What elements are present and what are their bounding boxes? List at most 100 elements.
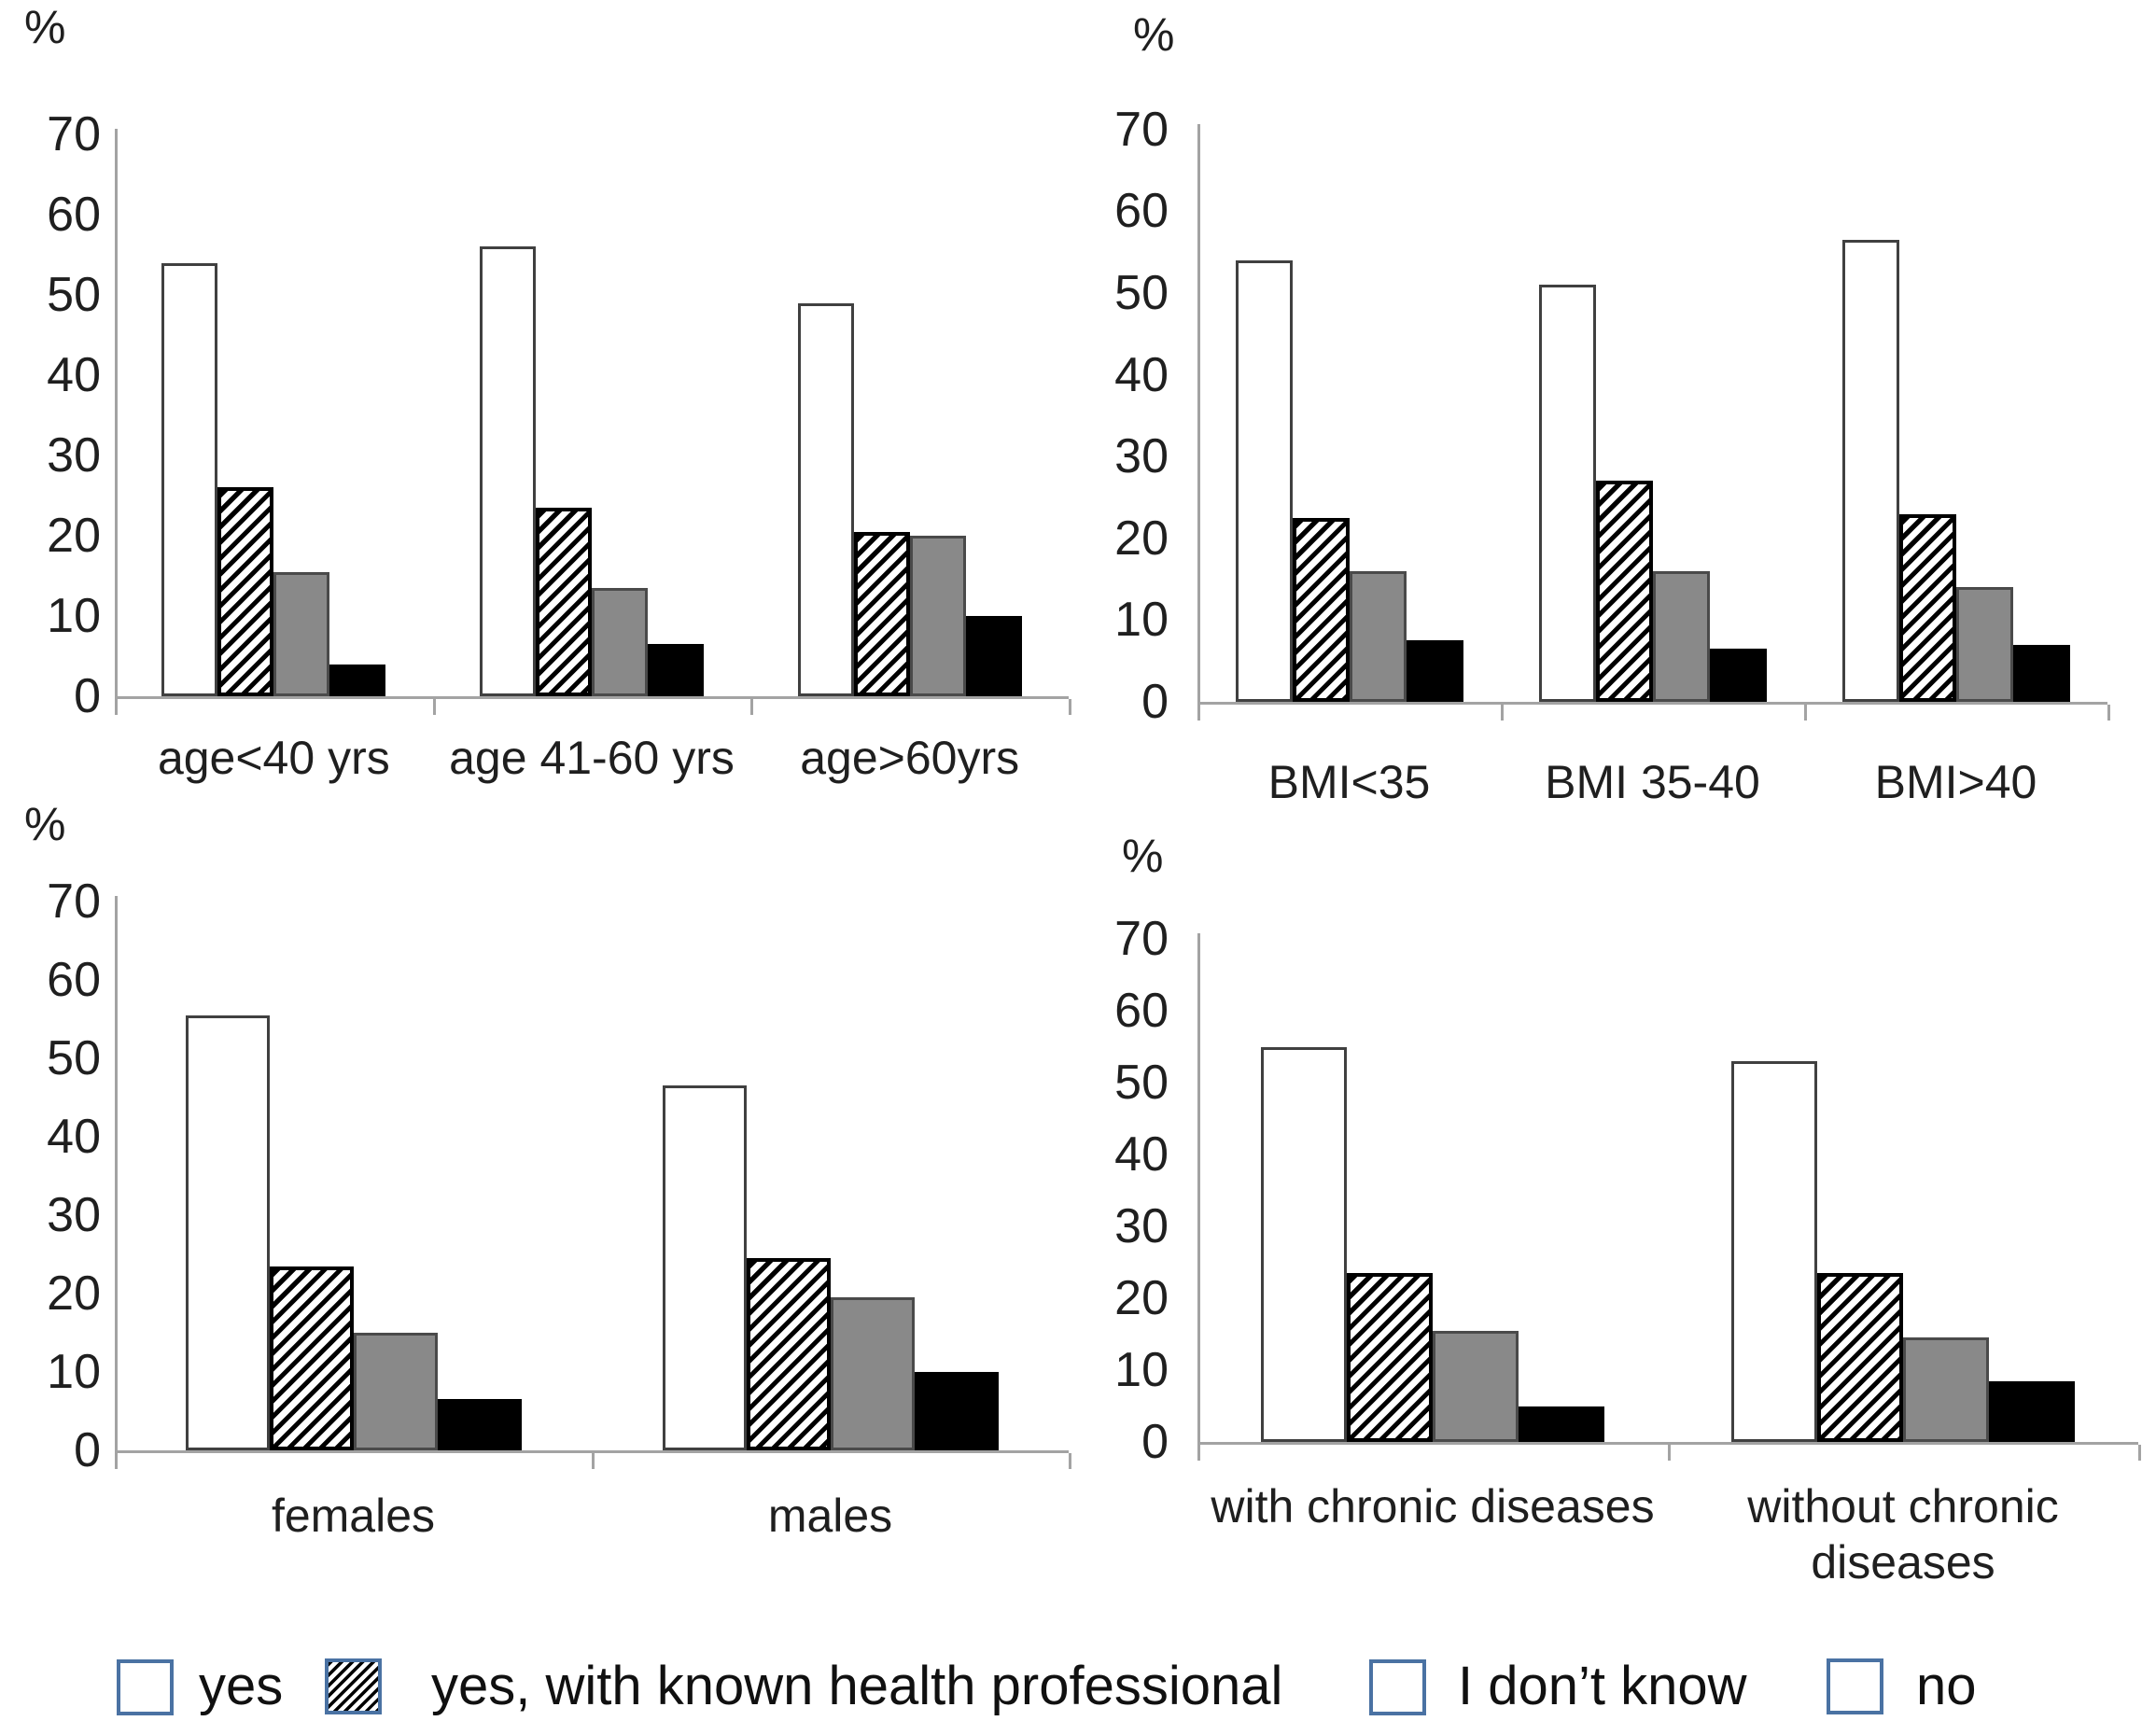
bar-yes-with-known-health-professional	[1898, 513, 1956, 702]
x-axis-line	[115, 696, 1069, 699]
bar-yes	[662, 1085, 747, 1450]
y-axis-line	[1197, 123, 1200, 717]
x-axis-tick	[1501, 705, 1504, 721]
y-tick-label: 40	[47, 1110, 101, 1164]
x-axis-tick	[592, 1453, 595, 1469]
bar-i-dont-know	[1652, 570, 1710, 702]
y-tick-label: 60	[47, 188, 101, 242]
x-axis-line	[115, 1450, 1069, 1453]
x-axis-tick	[115, 1453, 118, 1469]
bar-no	[1519, 1406, 1604, 1442]
bar-i-dont-know	[592, 587, 648, 696]
x-axis-tick	[1069, 699, 1071, 715]
bar-yes-with-known-health-professional	[536, 507, 592, 696]
y-tick-label: 60	[47, 953, 101, 1007]
y-tick-label: 40	[1114, 347, 1169, 402]
y-tick-label: 70	[1114, 912, 1169, 966]
x-axis-line	[1197, 702, 2107, 705]
y-tick-label: 40	[1114, 1127, 1169, 1182]
x-axis-tick	[1197, 1445, 1200, 1461]
x-axis-tick	[1668, 1445, 1671, 1461]
x-axis-tick	[115, 699, 118, 715]
bar-no	[648, 644, 704, 696]
legend-swatch-yes-known-professional	[325, 1658, 382, 1714]
y-tick-label: 50	[1114, 1056, 1169, 1110]
y-tick-label: 20	[47, 1266, 101, 1321]
bar-i-dont-know	[353, 1333, 438, 1450]
x-axis-tick	[1069, 1453, 1071, 1469]
y-tick-label: 20	[47, 509, 101, 563]
bar-yes	[1841, 240, 1899, 702]
legend-swatch-yes	[117, 1659, 174, 1715]
bar-yes	[797, 302, 854, 696]
y-tick-label: 60	[1114, 984, 1169, 1038]
bar-yes-with-known-health-professional	[746, 1258, 831, 1450]
y-tick-label: 70	[47, 874, 101, 929]
y-tick-label: 30	[1114, 429, 1169, 484]
bar-yes-with-known-health-professional	[217, 487, 274, 696]
bar-yes-with-known-health-professional	[1595, 481, 1653, 702]
bar-i-dont-know	[273, 571, 330, 696]
bar-i-dont-know	[1955, 587, 2013, 702]
bar-i-dont-know	[1349, 570, 1407, 702]
bar-yes	[1235, 259, 1293, 702]
bar-yes-with-known-health-professional	[853, 531, 910, 696]
bar-no	[329, 664, 386, 696]
category-label: without chronic diseases	[1747, 1480, 2059, 1588]
category-label: age<40 yrs	[157, 732, 390, 784]
category-label: females	[271, 1490, 436, 1542]
y-tick-label: 10	[47, 1345, 101, 1399]
y-tick-label: 0	[74, 669, 101, 723]
y-tick-label: 40	[47, 348, 101, 402]
y-tick-label: 70	[1114, 102, 1169, 157]
x-axis-tick	[1804, 705, 1807, 721]
x-axis-tick	[1197, 705, 1200, 721]
legend-swatch-no	[1827, 1658, 1883, 1714]
category-label: BMI<35	[1267, 756, 1431, 808]
y-tick-label: 50	[1114, 266, 1169, 320]
x-axis-tick	[432, 699, 436, 715]
y-tick-label: 50	[47, 268, 101, 322]
bar-yes-with-known-health-professional	[1292, 517, 1350, 702]
bar-no	[2012, 644, 2070, 702]
x-axis-tick	[750, 699, 754, 715]
y-tick-label: 0	[1141, 675, 1169, 729]
bar-no	[1406, 640, 1463, 702]
y-axis-unit-label: %	[1122, 830, 1164, 882]
y-tick-label: 30	[1114, 1199, 1169, 1253]
category-label: age 41-60 yrs	[449, 732, 735, 784]
y-tick-label: 30	[47, 428, 101, 483]
y-axis-unit-label: %	[1133, 8, 1175, 61]
bar-i-dont-know	[909, 536, 966, 696]
y-tick-label: 0	[74, 1423, 101, 1477]
y-axis-line	[115, 896, 118, 1465]
y-tick-label: 10	[47, 589, 101, 643]
bar-no	[1709, 649, 1767, 702]
legend-label-yes: yes	[199, 1656, 284, 1716]
category-label: age>60yrs	[800, 732, 1020, 784]
bar-i-dont-know	[1433, 1330, 1519, 1442]
bar-i-dont-know	[830, 1297, 915, 1450]
bar-yes-with-known-health-professional	[1347, 1273, 1433, 1442]
y-axis-unit-label: %	[24, 798, 66, 850]
x-axis-line	[1197, 1442, 2138, 1445]
bar-yes-with-known-health-professional	[269, 1266, 354, 1450]
y-axis-line	[115, 129, 118, 711]
legend-label-no: no	[1916, 1656, 1977, 1716]
bar-no	[914, 1372, 999, 1450]
bar-yes	[480, 246, 536, 696]
y-tick-label: 70	[47, 107, 101, 161]
legend-label-dont-know: I don’t know	[1458, 1656, 1747, 1716]
bar-yes	[185, 1014, 270, 1450]
y-axis-line	[1197, 933, 1200, 1457]
bar-i-dont-know	[1903, 1337, 1989, 1442]
y-tick-label: 20	[1114, 511, 1169, 566]
y-tick-label: 0	[1141, 1415, 1169, 1469]
bar-no	[437, 1399, 522, 1450]
bar-yes	[1538, 285, 1596, 702]
y-tick-label: 10	[1114, 593, 1169, 648]
bar-no	[965, 616, 1022, 696]
